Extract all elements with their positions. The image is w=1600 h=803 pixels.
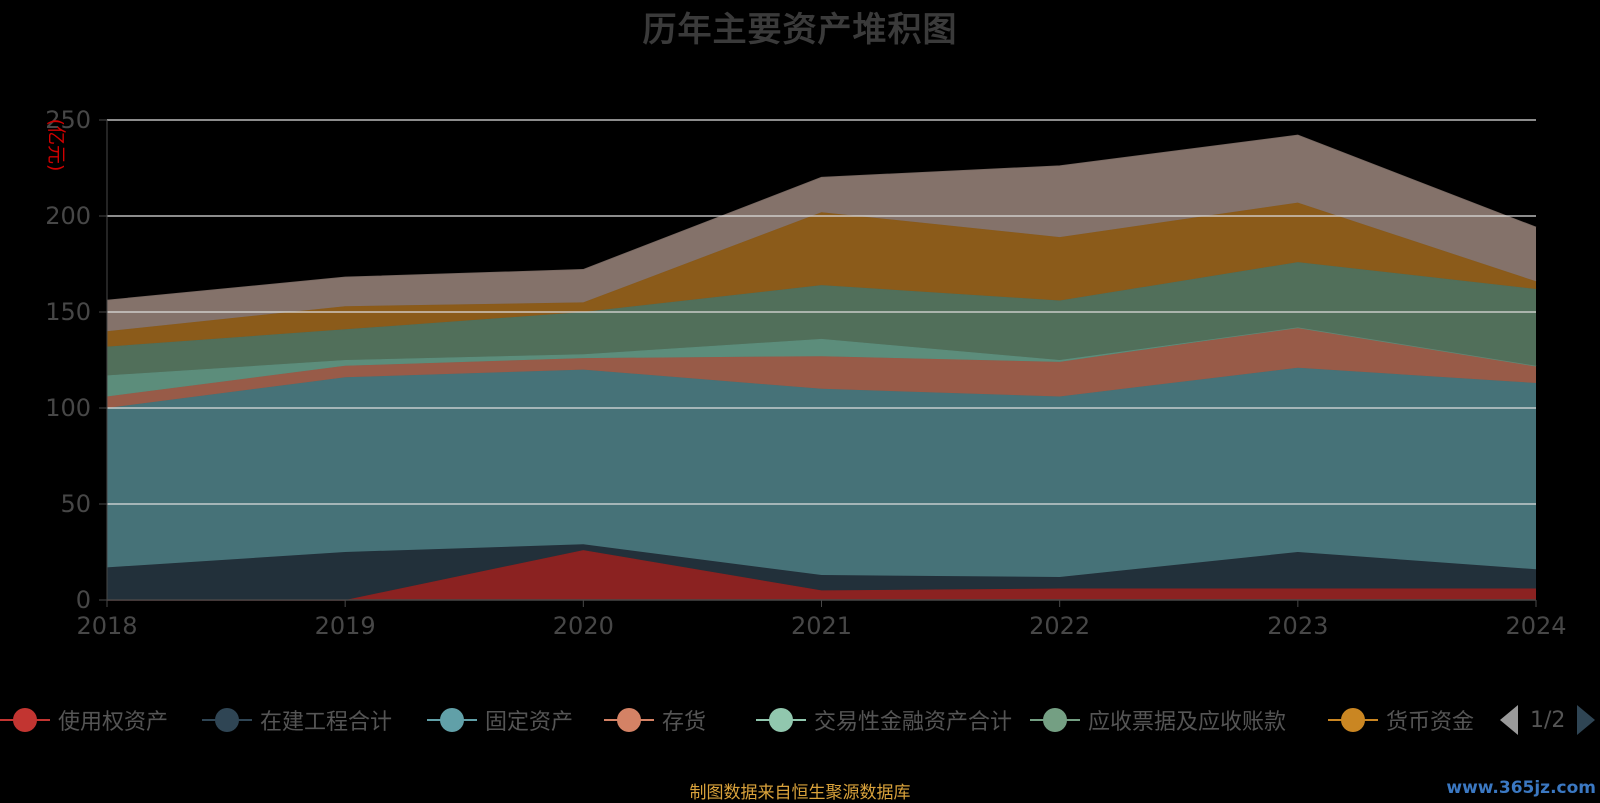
legend-marker-icon <box>1328 705 1378 735</box>
y-tick-label: 50 <box>60 490 91 518</box>
legend-marker-icon <box>1030 705 1080 735</box>
stacked-area-chart: 0 50 100 150 200 250 2018 2019 2020 2021 2022 2023 2… <box>45 106 1567 640</box>
watermark: www.365jz.com <box>1446 778 1596 798</box>
legend-label: 在建工程合计 <box>260 710 393 735</box>
legend-marker-icon <box>0 705 50 735</box>
legend-item[interactable]: 应收票据及应收账款 <box>1030 700 1286 740</box>
source-note: 制图数据来自恒生聚源数据库 <box>689 783 911 803</box>
legend-label: 存货 <box>662 710 707 735</box>
legend-item[interactable]: 使用权资产 <box>0 700 168 740</box>
legend-next-arrow-icon[interactable] <box>1577 705 1596 735</box>
x-tick-label: 2024 <box>1505 612 1566 640</box>
legend-page-indicator: 1/2 <box>1530 707 1566 733</box>
legend-label: 使用权资产 <box>58 710 169 735</box>
legend-item[interactable]: 固定资产 <box>427 700 573 740</box>
series-area-5 <box>107 262 1536 376</box>
x-tick-label: 2021 <box>791 612 852 640</box>
y-tick-label: 150 <box>45 298 91 326</box>
series-area-3 <box>107 327 1536 408</box>
legend-marker-icon <box>604 705 654 735</box>
series-area-1 <box>107 544 1536 600</box>
legend-label: 应收票据及应收账款 <box>1088 710 1287 735</box>
legend-prev-arrow-icon[interactable] <box>1500 705 1518 735</box>
x-tick-label: 2022 <box>1029 612 1090 640</box>
chart-title: 历年主要资产堆积图 <box>642 10 958 50</box>
legend-marker-icon <box>427 705 477 735</box>
legend-item[interactable]: 货币资金 <box>1328 700 1474 740</box>
y-tick-label: 250 <box>45 106 91 134</box>
y-tick-label: 100 <box>45 394 91 422</box>
legend-item[interactable]: 交易性金融资产合计 <box>756 700 1012 740</box>
legend-pager: 1/2 <box>1500 700 1596 740</box>
legend-marker-icon <box>202 705 252 735</box>
legend-label: 货币资金 <box>1386 710 1475 735</box>
y-axis-label: (亿元) <box>45 119 67 172</box>
x-tick-label: 2019 <box>315 612 376 640</box>
legend-label: 交易性金融资产合计 <box>814 710 1013 735</box>
axes-layer: 0 50 100 150 200 250 2018 2019 2020 2021 2022 2023 2… <box>45 106 1566 640</box>
series-area-7 <box>107 135 1536 332</box>
legend: 使用权资产 在建工程合计 固定资产 存货 交易性金融资产合计 应收票据及应收账款 货币资金 <box>0 700 1600 740</box>
x-tick-label: 2023 <box>1267 612 1328 640</box>
series-area-6 <box>107 202 1536 347</box>
legend-label: 固定资产 <box>485 710 574 735</box>
legend-marker-icon <box>756 705 806 735</box>
x-tick-label: 2020 <box>553 612 614 640</box>
y-tick-label: 0 <box>76 586 91 614</box>
series-line-7 <box>106 134 1537 302</box>
series-area-4 <box>107 327 1536 397</box>
y-tick-label: 200 <box>45 202 91 230</box>
series-area-2 <box>107 367 1536 577</box>
area-layer <box>106 134 1537 601</box>
grid-layer <box>107 119 1536 505</box>
legend-item[interactable]: 存货 <box>604 700 706 740</box>
series-area-0 <box>107 550 1536 600</box>
x-tick-label: 2018 <box>76 612 137 640</box>
legend-item[interactable]: 在建工程合计 <box>202 700 392 740</box>
